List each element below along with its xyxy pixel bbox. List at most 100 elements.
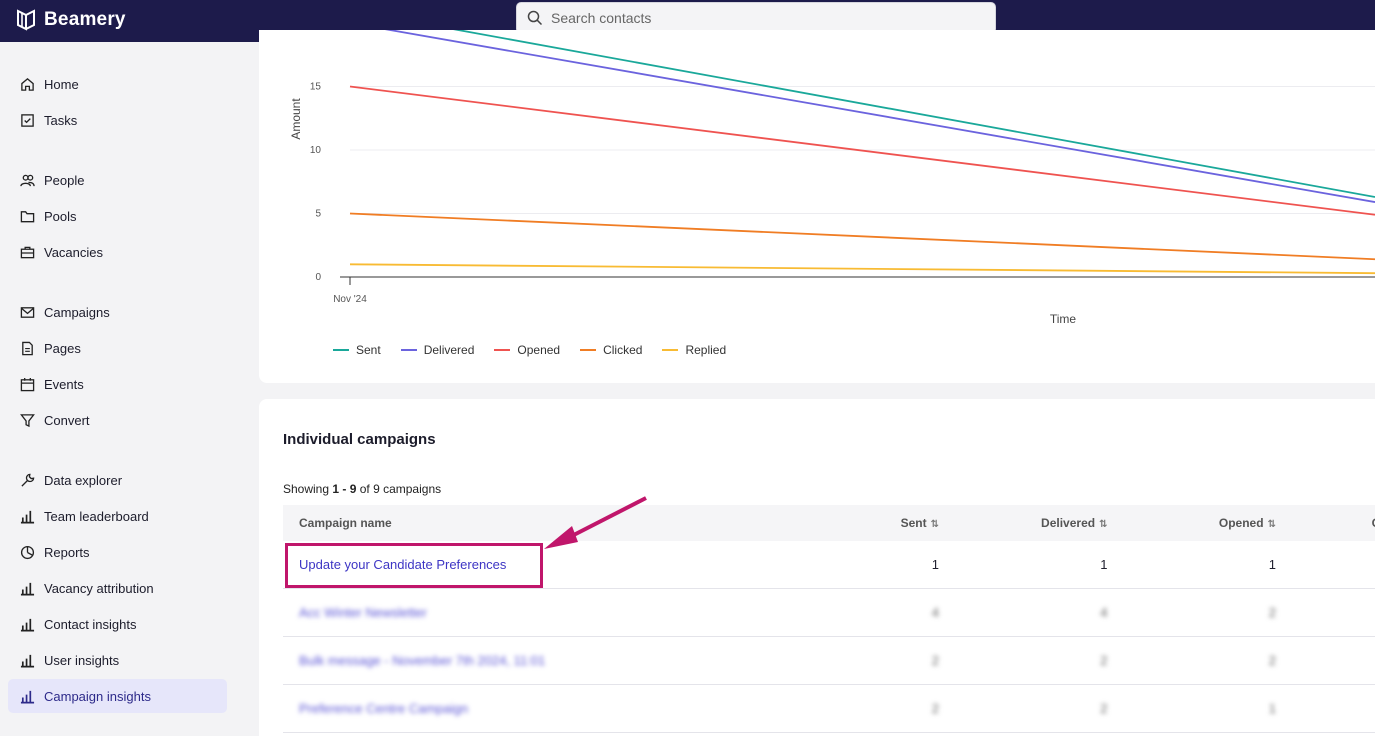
bar-chart-icon	[20, 582, 35, 595]
brand-logo[interactable]: Beamery	[14, 6, 126, 34]
delivered-value: 2	[1100, 653, 1108, 668]
delivered-value: 2	[1100, 701, 1108, 716]
legend-item-opened[interactable]: Opened	[494, 343, 560, 357]
column-header-clicked[interactable]: Cli	[1284, 516, 1375, 530]
mail-icon	[20, 306, 35, 318]
sidebar-item-label: Vacancies	[44, 244, 104, 260]
legend-label: Replied	[685, 343, 727, 357]
column-header-delivered[interactable]: Delivered ⇅	[947, 516, 1115, 530]
sidebar-item-campaigns[interactable]: Campaigns	[8, 295, 227, 329]
beamery-logo-icon	[17, 9, 35, 31]
sidebar-item-data-explorer[interactable]: Data explorer	[8, 463, 227, 497]
series-line-sent	[453, 30, 1375, 198]
sidebar-item-campaign-insights[interactable]: Campaign insights	[8, 679, 227, 713]
home-icon	[21, 77, 34, 91]
legend-item-sent[interactable]: Sent	[333, 343, 381, 357]
legend-item-replied[interactable]: Replied	[662, 343, 726, 357]
legend-item-delivered[interactable]: Delivered	[400, 343, 474, 357]
annotation-arrow-icon	[544, 496, 647, 549]
sidebar-item-team-leaderboard[interactable]: Team leaderboard	[8, 499, 227, 533]
column-header-name[interactable]: Campaign name	[299, 516, 392, 530]
delivered-value: 4	[1100, 605, 1108, 620]
legend-label: Opened	[517, 343, 561, 357]
search-icon	[527, 10, 543, 26]
sidebar: Home Tasks People Pools Vacancies Campai…	[0, 42, 240, 736]
sidebar-item-contact-insights[interactable]: Contact insights	[8, 607, 227, 641]
table-row: Acc Winter Newsletter 4 4 2	[283, 589, 1375, 637]
bar-chart-icon	[20, 654, 35, 667]
sidebar-item-label: Campaign insights	[44, 688, 151, 704]
legend-item-clicked[interactable]: Clicked	[580, 343, 642, 357]
sidebar-item-tasks[interactable]: Tasks	[8, 103, 227, 137]
campaign-name-link[interactable]: Acc Winter Newsletter	[299, 605, 427, 620]
campaigns-table: Campaign name Sent⇅ Delivered⇅ Opened⇅ C…	[283, 505, 1375, 733]
sidebar-item-label: Events	[44, 376, 84, 392]
showing-suffix: of 9 campaigns	[359, 482, 442, 496]
showing-count: Showing 1 - 9 of 9 campaigns	[283, 482, 441, 496]
table-row: Bulk message - November 7th 2024, 11:01 …	[283, 637, 1375, 685]
sidebar-item-label: People	[44, 172, 85, 188]
sort-icon[interactable]: ⇅	[1099, 519, 1108, 530]
legend-swatch	[662, 349, 679, 351]
table-row: Preference Centre Campaign 2 2 1	[283, 685, 1375, 733]
showing-prefix: Showing	[283, 482, 330, 496]
sent-value: 2	[931, 653, 939, 668]
sidebar-item-label: Vacancy attribution	[44, 580, 154, 596]
column-header-label: Opened	[1218, 516, 1264, 530]
y-tick-label: 5	[315, 209, 321, 220]
sidebar-item-label: Pools	[44, 208, 77, 224]
legend-swatch	[580, 349, 597, 351]
sent-value: 4	[931, 605, 939, 620]
y-tick-label: 15	[310, 82, 322, 93]
search-box[interactable]	[516, 2, 996, 34]
filter-icon	[20, 413, 35, 427]
series-line-delivered	[384, 30, 1375, 203]
legend-label: Clicked	[603, 343, 643, 357]
bar-chart-icon	[20, 510, 35, 523]
opened-value: 1	[1268, 701, 1276, 716]
sidebar-item-vacancies[interactable]: Vacancies	[8, 235, 227, 269]
sent-value: 2	[931, 701, 939, 716]
series-line-opened	[349, 85, 1375, 216]
column-header-label: Delivered	[1041, 516, 1096, 530]
sidebar-item-pages[interactable]: Pages	[8, 331, 227, 365]
line-chart: 0 5 10 15 Nov '24 Time Amount	[289, 30, 1375, 326]
sort-icon[interactable]: ⇅	[930, 519, 939, 530]
sidebar-item-label: Pages	[44, 340, 81, 356]
bar-chart-icon	[20, 618, 35, 631]
folder-icon	[20, 210, 35, 222]
y-tick-label: 10	[310, 145, 322, 156]
legend-swatch	[494, 349, 511, 351]
x-axis-label: Time	[1050, 312, 1077, 326]
legend-swatch	[333, 349, 349, 351]
tasks-icon	[21, 113, 34, 127]
campaign-name-link[interactable]: Preference Centre Campaign	[299, 701, 469, 716]
sidebar-item-people[interactable]: People	[8, 163, 227, 197]
campaign-name-link[interactable]: Update your Candidate Preferences	[299, 557, 507, 572]
individual-campaigns-card: Individual campaigns Showing 1 - 9 of 9 …	[259, 399, 1375, 736]
sidebar-item-label: User insights	[44, 652, 120, 668]
chart-legend: Sent Delivered Opened Clicked Replied	[333, 343, 726, 357]
sidebar-item-events[interactable]: Events	[8, 367, 227, 401]
sidebar-item-pools[interactable]: Pools	[8, 199, 227, 233]
sidebar-item-reports[interactable]: Reports	[8, 535, 227, 569]
sidebar-item-vacancy-attribution[interactable]: Vacancy attribution	[8, 571, 227, 605]
sort-icon[interactable]: ⇅	[1267, 519, 1276, 530]
opened-value: 1	[1268, 557, 1276, 572]
series-line-replied	[349, 263, 1375, 275]
bar-chart-icon	[20, 690, 35, 703]
campaign-performance-chart-card: 0 5 10 15 Nov '24 Time Amount Sent Delivered Ope…	[259, 30, 1375, 383]
sidebar-item-label: Team leaderboard	[44, 508, 149, 524]
legend-label: Sent	[356, 343, 381, 357]
sidebar-item-home[interactable]: Home	[8, 67, 227, 101]
sidebar-item-convert[interactable]: Convert	[8, 403, 227, 437]
column-header-opened[interactable]: Opened ⇅	[1115, 516, 1283, 530]
sidebar-item-user-insights[interactable]: User insights	[8, 643, 227, 677]
table-header: Campaign name Sent⇅ Delivered⇅ Opened⇅ C…	[283, 505, 1375, 541]
sidebar-item-label: Reports	[44, 544, 90, 560]
wrench-icon	[21, 473, 35, 487]
search-input[interactable]	[551, 10, 971, 26]
y-tick-label: 0	[315, 272, 321, 283]
campaign-name-link[interactable]: Bulk message - November 7th 2024, 11:01	[299, 653, 546, 668]
column-header-sent[interactable]: Sent ⇅	[779, 516, 947, 530]
